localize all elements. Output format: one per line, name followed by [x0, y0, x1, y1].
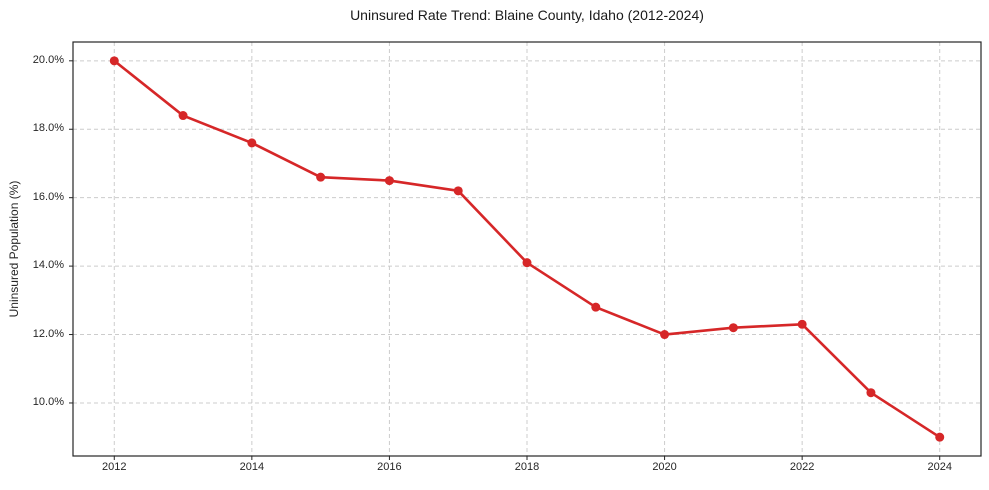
data-point-marker: [384, 176, 394, 186]
y-tick-label: 10.0%: [32, 395, 64, 408]
y-tick-label: 12.0%: [32, 327, 64, 340]
data-point-marker: [453, 186, 463, 196]
x-tick-label: 2016: [377, 461, 402, 473]
y-tick-label: 20.0%: [32, 53, 64, 66]
data-point-marker: [660, 330, 670, 340]
x-tick-label: 2012: [102, 461, 127, 473]
chart-title: Uninsured Rate Trend: Blaine County, Ida…: [350, 7, 704, 23]
x-tick-label: 2022: [789, 461, 815, 473]
data-point-marker: [935, 432, 945, 442]
data-point-marker: [247, 138, 257, 148]
data-point-marker: [178, 111, 188, 121]
data-point-marker: [728, 323, 738, 333]
data-point-marker: [109, 56, 119, 66]
x-tick-label: 2018: [514, 461, 540, 473]
data-point-marker: [591, 302, 601, 312]
data-point-marker: [866, 388, 876, 398]
plot-frame: [72, 41, 982, 457]
x-tick-label: 2014: [239, 461, 265, 473]
plot-area: [69, 41, 982, 460]
data-point-marker: [522, 258, 532, 268]
y-tick-label: 14.0%: [32, 259, 64, 272]
chart-canvas: [69, 41, 982, 460]
data-point-marker: [316, 172, 326, 182]
data-point-marker: [797, 319, 807, 329]
y-tick-label: 18.0%: [32, 122, 64, 135]
y-tick-label: 16.0%: [32, 190, 64, 203]
x-tick-label: 2024: [927, 461, 952, 473]
x-tick-label: 2020: [652, 461, 677, 473]
